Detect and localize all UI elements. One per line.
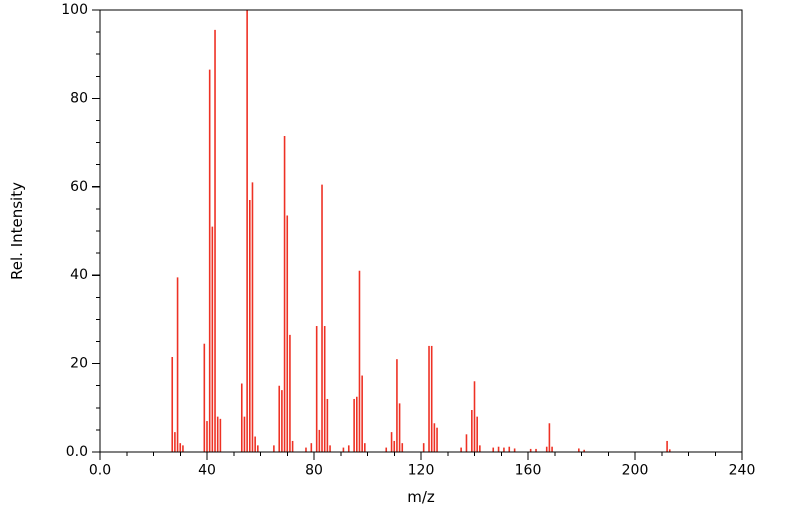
x-tick-label: 160 (515, 463, 542, 479)
y-tick-label: 100 (61, 2, 88, 18)
y-axis-label: Rel. Intensity (8, 182, 26, 280)
x-tick-label: 120 (408, 463, 435, 479)
x-tick-label: 40 (198, 463, 216, 479)
x-tick-label: 0.0 (89, 463, 111, 479)
y-tick-label: 60 (70, 179, 88, 195)
y-tick-label: 40 (70, 267, 88, 283)
plot-frame (99, 9, 743, 453)
x-axis-label: m/z (407, 488, 435, 506)
y-tick-label: 80 (70, 90, 88, 106)
x-tick-label: 240 (729, 463, 756, 479)
y-tick-label: 20 (70, 356, 88, 372)
y-tick-label: 0.0 (66, 444, 88, 460)
x-tick-label: 200 (622, 463, 649, 479)
x-tick-label: 80 (305, 463, 323, 479)
